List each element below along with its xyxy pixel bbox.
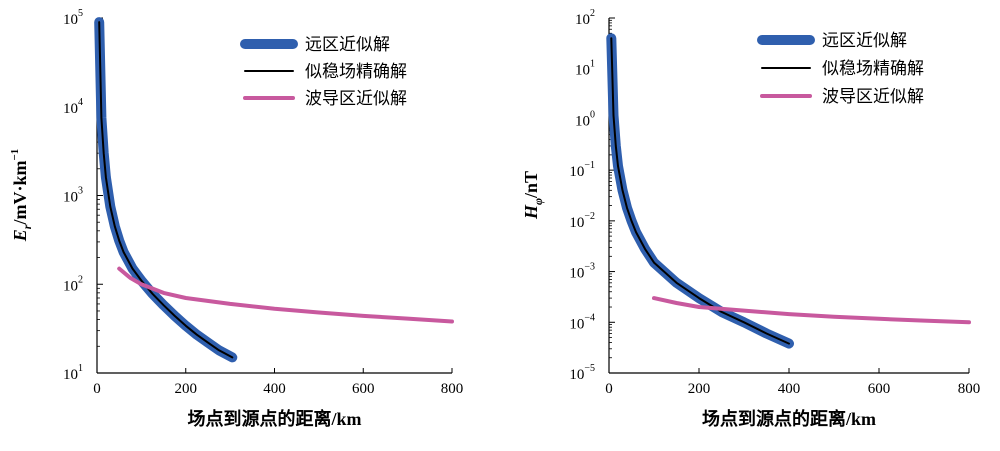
y-title-unit: /nT xyxy=(521,171,541,199)
tick-exponent: 2 xyxy=(590,8,595,19)
tick-exponent: 2 xyxy=(78,274,83,285)
x-tick-label: 800 xyxy=(958,381,981,397)
y-title-main: E xyxy=(10,229,30,242)
y-tick-label: 104 xyxy=(63,97,83,117)
y-tick-label: 100 xyxy=(575,109,595,129)
y-tick-label: 102 xyxy=(575,8,595,28)
x-axis-title: 场点到源点的距离/km xyxy=(702,408,876,429)
legend-label: 似稳场精确解 xyxy=(305,62,407,82)
legend-label: 远区近似解 xyxy=(305,35,390,55)
y-tick-label: 105 xyxy=(63,8,83,28)
tick-base: 10 xyxy=(569,164,584,180)
tick-base: 10 xyxy=(63,367,78,383)
tick-base: 10 xyxy=(63,190,78,206)
tick-base: 10 xyxy=(575,12,590,28)
x-axis-title: 场点到源点的距离/km xyxy=(187,408,361,429)
tick-base: 10 xyxy=(569,316,584,332)
tick-exponent: 1 xyxy=(78,363,83,374)
y-tick-label: 10−2 xyxy=(569,211,595,231)
tick-base: 10 xyxy=(63,101,78,117)
y-tick-label: 10−5 xyxy=(569,363,595,383)
y-title-subscript: r xyxy=(20,224,34,229)
tick-exponent: 0 xyxy=(590,109,595,120)
y-title-subscript: φ xyxy=(531,198,545,205)
tick-base: 10 xyxy=(575,113,590,129)
tick-base: 10 xyxy=(63,278,78,294)
tick-exponent: 1 xyxy=(590,59,595,70)
x-tick-label: 400 xyxy=(263,381,286,397)
tick-base: 10 xyxy=(569,367,584,383)
x-tick-label: 600 xyxy=(352,381,375,397)
series-line-3 xyxy=(117,266,454,324)
tick-exponent: −1 xyxy=(584,160,595,171)
tick-exponent: −3 xyxy=(584,262,595,273)
y-tick-label: 101 xyxy=(575,59,595,79)
x-tick-label: 400 xyxy=(778,381,801,397)
y-title-main: H xyxy=(521,204,541,220)
x-tick-label: 800 xyxy=(441,381,464,397)
tick-base: 10 xyxy=(575,63,590,79)
legend-label: 似稳场精确解 xyxy=(822,59,924,79)
chart-1: 0 200 400 600 800101102103104105场点到源点的距离/kmE… xyxy=(9,8,463,429)
y-tick-label: 103 xyxy=(63,186,83,206)
y-tick-label: 10−4 xyxy=(569,312,595,332)
tick-exponent: −5 xyxy=(584,363,595,374)
legend-label: 波导区近似解 xyxy=(822,87,924,107)
tick-base: 10 xyxy=(569,215,584,231)
y-title-superscript: −1 xyxy=(9,149,21,161)
tick-exponent: −2 xyxy=(584,211,595,222)
series-line-2 xyxy=(610,37,790,345)
x-tick-label: 200 xyxy=(688,381,711,397)
y-axis-title: Er/mV·km−1 xyxy=(9,149,34,242)
x-tick-label: 600 xyxy=(868,381,891,397)
legend-label: 波导区近似解 xyxy=(305,89,407,109)
tick-exponent: 3 xyxy=(78,186,83,197)
chart-2: 0 200 400 600 80010−510−410−310−210−11001011… xyxy=(521,8,980,429)
x-tick-label: 0 xyxy=(605,381,613,397)
legend-label: 远区近似解 xyxy=(822,31,907,51)
tick-exponent: 5 xyxy=(78,8,83,19)
tick-base: 10 xyxy=(569,266,584,282)
y-axis-title: Hφ/nT xyxy=(521,171,545,220)
y-tick-label: 102 xyxy=(63,274,83,294)
y-tick-label: 10−1 xyxy=(569,160,595,180)
y-tick-label: 10−3 xyxy=(569,262,595,282)
series-line-3 xyxy=(652,296,971,325)
series-line-2 xyxy=(98,21,234,359)
y-title-unit: /mV·km xyxy=(10,161,30,226)
x-tick-label: 200 xyxy=(175,381,198,397)
y-tick-label: 101 xyxy=(63,363,83,383)
tick-exponent: −4 xyxy=(584,312,595,323)
tick-base: 10 xyxy=(63,12,78,28)
x-tick-label: 0 xyxy=(93,381,101,397)
tick-exponent: 4 xyxy=(78,97,83,108)
